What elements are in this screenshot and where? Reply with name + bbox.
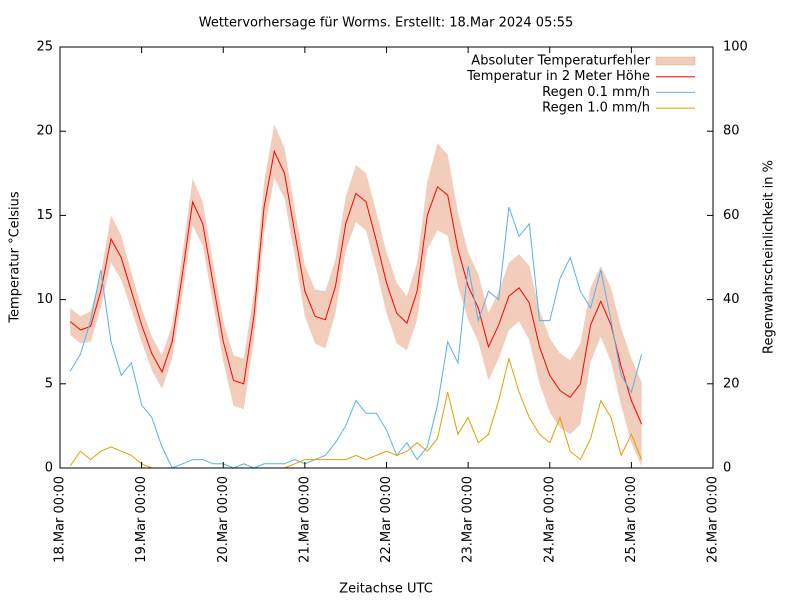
y2-tick-label: 80 [723, 124, 740, 139]
legend-label: Regen 1.0 mm/h [542, 101, 650, 116]
x-tick-label: 25.Mar 00:00 [624, 476, 639, 563]
y2-axis-label: Regenwahrscheinlichkeit in % [762, 160, 777, 354]
y-tick-label: 0 [45, 461, 53, 476]
x-tick-label: 22.Mar 00:00 [379, 476, 394, 563]
legend-label: Temperatur in 2 Meter Höhe [466, 69, 650, 84]
y-tick-label: 25 [36, 40, 53, 55]
chart-title: Wettervorhersage für Worms. Erstellt: 18… [199, 16, 574, 31]
y-tick-label: 5 [45, 376, 53, 391]
series-line [69, 149, 643, 425]
x-tick-label: 19.Mar 00:00 [134, 476, 149, 563]
y2-tick-label: 60 [723, 208, 740, 223]
y2-tick-label: 20 [723, 376, 740, 391]
series-line [69, 206, 643, 469]
x-tick-label: 21.Mar 00:00 [297, 476, 312, 563]
x-axis-label: Zeitachse UTC [339, 582, 433, 597]
x-tick-label: 24.Mar 00:00 [542, 476, 557, 563]
x-tick-label: 26.Mar 00:00 [706, 476, 721, 563]
y-axis-label: Temperatur °Celsius [8, 191, 23, 324]
y-tick-label: 15 [36, 208, 53, 223]
legend-label: Absoluter Temperaturfehler [471, 54, 650, 69]
x-tick-label: 20.Mar 00:00 [216, 476, 231, 563]
y2-tick-label: 100 [723, 40, 748, 55]
y-tick-label: 20 [36, 124, 53, 139]
y-tick-label: 10 [36, 292, 53, 307]
y2-tick-label: 40 [723, 292, 740, 307]
legend-label: Regen 0.1 mm/h [542, 85, 650, 100]
legend-swatch [655, 56, 696, 66]
x-tick-label: 18.Mar 00:00 [53, 476, 68, 563]
y2-tick-label: 0 [723, 461, 731, 476]
x-tick-label: 23.Mar 00:00 [461, 476, 476, 563]
